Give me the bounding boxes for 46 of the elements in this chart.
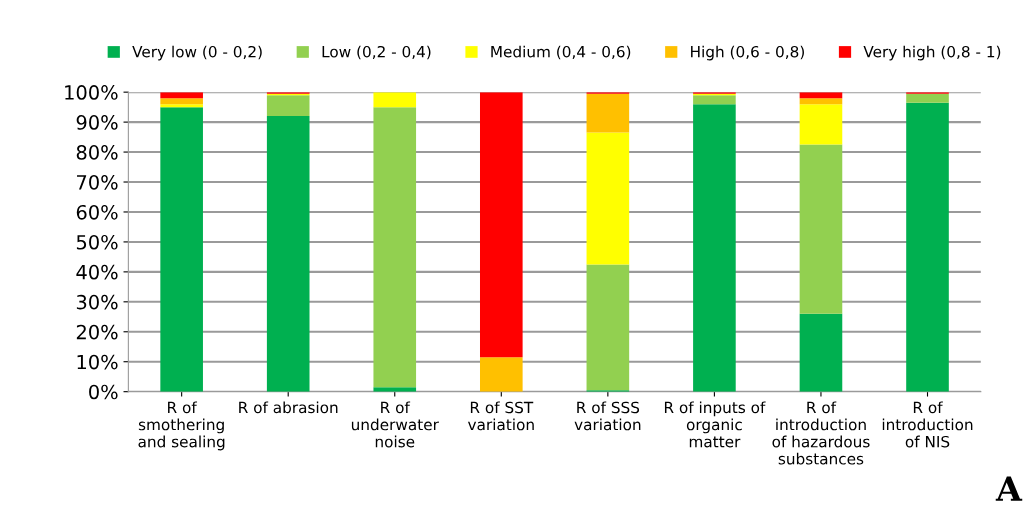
bar xyxy=(799,104,843,145)
bar xyxy=(160,107,203,392)
x-tick-label: R of underwater noise xyxy=(351,401,439,448)
bar xyxy=(373,92,417,108)
bar xyxy=(266,95,310,117)
x-tick-label: R of smothering and sealing xyxy=(138,401,225,451)
bar xyxy=(479,357,523,392)
bar xyxy=(693,95,736,105)
y-tick-label: 20% xyxy=(76,324,118,340)
bar xyxy=(266,116,310,392)
bar xyxy=(906,93,949,103)
y-tick-label: 0% xyxy=(89,384,118,400)
y-tick-label: 10% xyxy=(77,354,118,370)
x-tick-label: R of SST variation xyxy=(467,401,534,431)
y-tick-label: 100% xyxy=(65,85,118,100)
x-tick-label: R of introduction of NIS xyxy=(882,401,973,448)
bar xyxy=(586,264,630,391)
y-tick-label: 80% xyxy=(76,145,118,160)
bar xyxy=(799,313,843,392)
x-tick-label: R of introduction of hazardous substances xyxy=(772,401,870,465)
legend-label: High (0,6 - 0,8) xyxy=(691,45,804,61)
y-tick-label: 60% xyxy=(76,204,118,220)
y-tick-label: 50% xyxy=(76,234,118,250)
bar xyxy=(479,92,523,358)
bar xyxy=(799,98,843,105)
bar xyxy=(586,93,630,133)
text: A xyxy=(995,476,1023,501)
y-tick-label: 30% xyxy=(76,294,118,310)
bar xyxy=(160,98,203,105)
legend-label: Low (0,2 - 0,4) xyxy=(322,45,431,60)
bar xyxy=(160,104,203,108)
bar xyxy=(586,132,630,265)
legend-label: Very high (0,8 - 1) xyxy=(863,45,1001,61)
bar xyxy=(373,387,417,392)
bar xyxy=(906,102,949,392)
bar xyxy=(799,144,843,314)
y-tick-label: 90% xyxy=(76,115,118,130)
x-tick-label: R of abrasion xyxy=(239,401,338,414)
y-tick-label: 40% xyxy=(76,264,118,280)
bar xyxy=(373,107,417,388)
legend-label: Very low (0 - 0,2) xyxy=(132,45,262,61)
bar xyxy=(693,104,736,392)
x-tick-label: R of inputs of organic matter xyxy=(664,401,766,448)
y-tick-label: 70% xyxy=(77,174,118,190)
legend-label: Medium (0,4 - 0,6) xyxy=(491,45,631,60)
x-tick-label: R of SSS variation xyxy=(574,401,641,431)
